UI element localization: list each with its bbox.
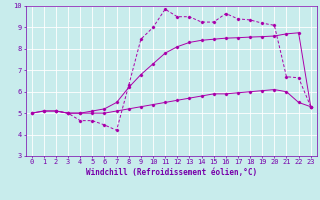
X-axis label: Windchill (Refroidissement éolien,°C): Windchill (Refroidissement éolien,°C) — [86, 168, 257, 177]
